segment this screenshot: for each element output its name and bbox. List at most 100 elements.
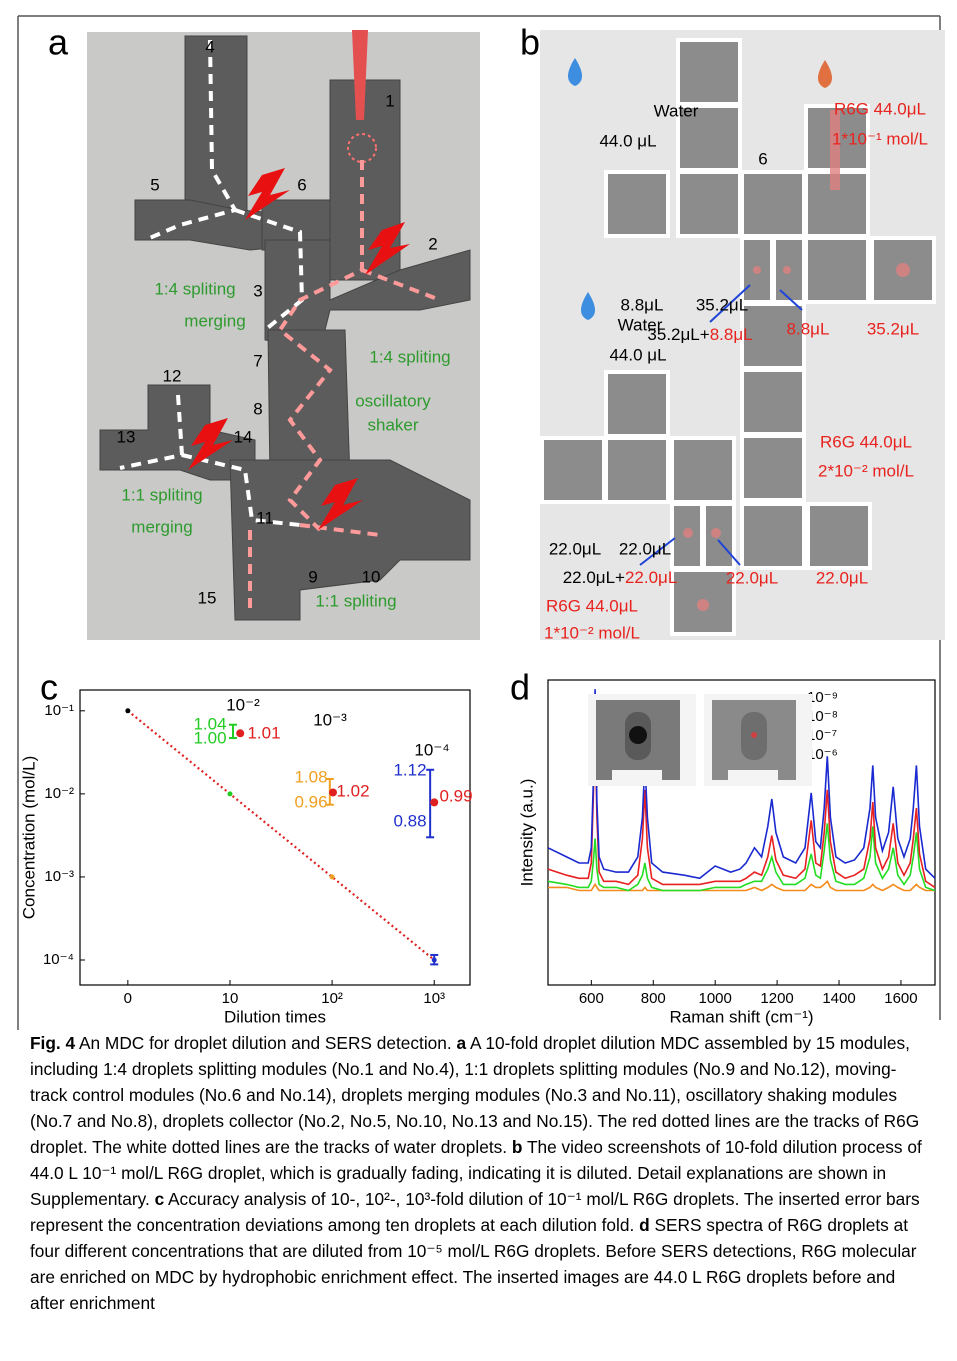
- module-number: 6: [297, 175, 306, 194]
- module-number: 8: [253, 399, 262, 418]
- chart-annotations: 10⁻² 1.04 1.00 1.01 10⁻³ 1.08 0.96 1.02 …: [193, 695, 472, 830]
- x-axis-label: Dilution times: [224, 1007, 326, 1026]
- annotation: 1.00: [193, 728, 226, 747]
- y-tick-label: 10⁻¹: [44, 702, 74, 719]
- plot-frame: [79, 689, 471, 986]
- panel-label: d: [510, 667, 530, 708]
- chart: 0 10 10² 10³ 10⁻¹ 10⁻² 10⁻³ 10⁻⁴ Dilution times C…: [19, 689, 471, 1026]
- caption-text: Fig. 4: [30, 1033, 76, 1053]
- module-number: 1: [385, 91, 394, 110]
- x-tick-label: 0: [124, 990, 132, 1007]
- module-number: 15: [198, 588, 217, 607]
- expected-point: [227, 791, 233, 797]
- annotation: 1:1 spliting: [121, 485, 202, 504]
- annotation: 1.08: [294, 767, 327, 786]
- error-bar: [228, 723, 237, 740]
- annotation: oscillatory: [355, 391, 431, 410]
- panel-label: c: [40, 667, 58, 708]
- measured-point: [430, 798, 439, 807]
- panel-a-annotations: 1:4 spliting merging 1:4 spliting oscill…: [121, 279, 450, 610]
- label: Water: [618, 315, 663, 334]
- panel-a-photo: [87, 30, 480, 640]
- x-tick-label: 800: [641, 990, 666, 1007]
- annotation: 1:4 spliting: [369, 347, 450, 366]
- annotation: 0.96: [294, 792, 327, 811]
- label: R6G 44.0μL: [834, 99, 926, 118]
- label: 35.2μL: [867, 319, 919, 338]
- label: 35.2μL: [696, 295, 748, 314]
- spectrum-line: [548, 879, 935, 892]
- label: 22.0μL: [619, 539, 671, 558]
- caption-text: The video screenshots of 10-fold dilutio…: [30, 1137, 922, 1209]
- annotation: 1.12: [393, 760, 426, 779]
- error-bar: [426, 768, 435, 839]
- label-part: 8.8μL: [710, 325, 753, 344]
- annotation: 1.02: [336, 781, 369, 800]
- annotation: 10⁻⁴: [414, 740, 449, 759]
- module-number: 3: [253, 281, 262, 300]
- annotation: shaker: [367, 415, 418, 434]
- insets: [588, 694, 812, 786]
- annotation: 1.04: [193, 714, 226, 733]
- panel-b-photo: [540, 30, 945, 640]
- legend-label: 10⁻⁶: [807, 746, 838, 763]
- label: 22.0μL: [726, 568, 778, 587]
- caption-text: SERS spectra of R6G droplets at four dif…: [30, 1215, 917, 1313]
- annotation: 0.88: [393, 811, 426, 830]
- panel-label: b: [520, 22, 540, 63]
- plot-frame: [547, 679, 936, 986]
- spectrum-line: [547, 725, 936, 889]
- y-axis-label: Intensity (a.u.): [517, 779, 536, 887]
- label: 8.8μL: [787, 319, 830, 338]
- x-tick-label: 10³: [423, 990, 445, 1007]
- x-axis-label: Raman shift (cm⁻¹): [669, 1007, 813, 1026]
- label-part: 22.0μL+: [563, 568, 625, 587]
- y-tick-label: 10⁻⁴: [43, 951, 74, 968]
- x-tick-label: 600: [579, 990, 604, 1007]
- label: 22.0μL+22.0μL: [563, 568, 678, 587]
- module-number: 9: [308, 567, 317, 586]
- label: 1*10⁻¹ mol/L: [832, 129, 928, 148]
- caption-text: b: [511, 1137, 523, 1157]
- x-tick-label: 1400: [822, 990, 855, 1007]
- label-part: 22.0μL: [625, 568, 677, 587]
- x-tick-label: 1000: [698, 990, 731, 1007]
- annotation: 1:4 spliting: [154, 279, 235, 298]
- label: 1*10⁻² mol/L: [544, 623, 640, 642]
- chart: 600 800 1000 1200 1400 1600 Raman shift (cm⁻¹)…: [517, 679, 936, 1026]
- label: R6G 44.0μL: [820, 432, 912, 451]
- x-tick-label: 10: [222, 990, 239, 1007]
- module-number: 14: [234, 427, 253, 446]
- annotation: merging: [184, 311, 245, 330]
- x-tick-label: 1200: [760, 990, 793, 1007]
- label: 22.0μL: [816, 568, 868, 587]
- measured-point: [328, 788, 337, 797]
- label: 35.2μL+8.8μL: [647, 325, 752, 344]
- module-number: 12: [163, 366, 182, 385]
- module-number: 7: [253, 351, 262, 370]
- annotation: merging: [131, 517, 192, 536]
- label-part: 35.2μL+: [647, 325, 709, 344]
- figure-caption: Fig. 4 An MDC for droplet dilution and S…: [30, 1030, 930, 1316]
- label: 2*10⁻² mol/L: [818, 461, 914, 480]
- legend-label: 10⁻⁹: [807, 689, 838, 706]
- figure: a 1 2 3 4 5 6 7 8 9 10 11 12 13 14 15 1:…: [17, 15, 945, 1030]
- expected-point: [125, 708, 131, 714]
- label: 22.0μL: [549, 539, 601, 558]
- module-number: 4: [205, 37, 214, 56]
- caption-text: c: [154, 1189, 165, 1209]
- spectrum-line: [547, 823, 936, 892]
- panel-label: a: [48, 22, 69, 63]
- module-number: 11: [256, 508, 274, 527]
- annotation: 1:1 spliting: [315, 591, 396, 610]
- y-axis-label: Concentration (mol/L): [19, 756, 38, 919]
- x-tick-label: 10²: [321, 990, 343, 1007]
- caption-text: An MDC for droplet dilution and SERS det…: [75, 1033, 457, 1053]
- caption-text: a: [456, 1033, 467, 1053]
- module-number: 5: [150, 175, 159, 194]
- module-number: 2: [428, 234, 437, 253]
- label: 8.8μL: [621, 295, 664, 314]
- y-tick-label: 10⁻²: [44, 785, 74, 802]
- panel-b-texts: Water 44.0 μL R6G 44.0μL 1*10⁻¹ mol/L 6 …: [544, 99, 928, 642]
- expected-point: [431, 957, 437, 963]
